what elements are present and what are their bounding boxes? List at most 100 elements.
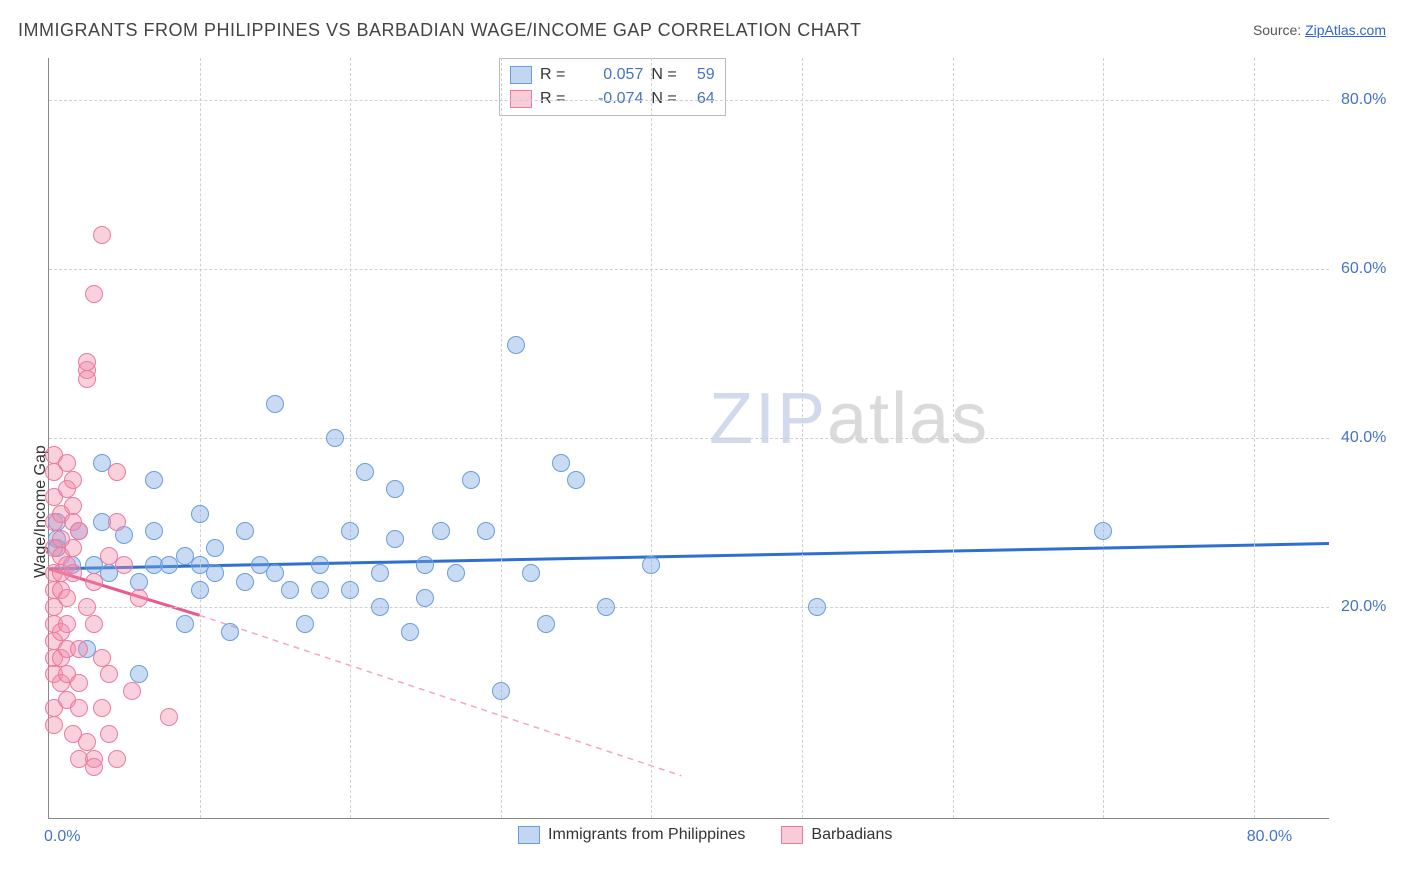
scatter-point-barbadians bbox=[70, 640, 88, 658]
legend-bottom: Immigrants from Philippines Barbadians bbox=[518, 826, 892, 844]
scatter-point-barbadians bbox=[93, 699, 111, 717]
scatter-point-barbadians bbox=[100, 665, 118, 683]
legend-stats-row-1: R = -0.074 N = 64 bbox=[510, 87, 715, 111]
n-label-0: N = bbox=[651, 66, 676, 84]
scatter-point-barbadians bbox=[45, 716, 63, 734]
scatter-point-philippines bbox=[236, 573, 254, 591]
watermark-zip: ZIP bbox=[709, 379, 827, 459]
source-label: Source: bbox=[1253, 22, 1305, 38]
scatter-point-philippines bbox=[447, 564, 465, 582]
scatter-point-philippines bbox=[176, 615, 194, 633]
n-value-1: 64 bbox=[685, 90, 715, 108]
x-end-label: 80.0% bbox=[1247, 828, 1292, 846]
x-origin-label: 0.0% bbox=[44, 828, 80, 846]
gridline-v bbox=[200, 58, 201, 818]
source-link-text[interactable]: ZipAtlas.com bbox=[1305, 22, 1386, 38]
legend-item-barbadians: Barbadians bbox=[781, 826, 892, 844]
scatter-point-philippines bbox=[311, 556, 329, 574]
scatter-point-barbadians bbox=[108, 463, 126, 481]
r-label-1: R = bbox=[540, 90, 565, 108]
source-link[interactable]: Source: ZipAtlas.com bbox=[1253, 22, 1386, 38]
gridline-v bbox=[953, 58, 954, 818]
scatter-point-barbadians bbox=[115, 556, 133, 574]
scatter-point-philippines bbox=[341, 522, 359, 540]
scatter-point-philippines bbox=[191, 581, 209, 599]
scatter-point-philippines bbox=[552, 454, 570, 472]
scatter-point-philippines bbox=[432, 522, 450, 540]
scatter-point-barbadians bbox=[58, 615, 76, 633]
plot-area: ZIPatlas R = 0.057 N = 59 R = -0.074 N =… bbox=[48, 58, 1329, 819]
scatter-point-philippines bbox=[311, 581, 329, 599]
scatter-point-philippines bbox=[356, 463, 374, 481]
r-label-0: R = bbox=[540, 66, 565, 84]
scatter-point-barbadians bbox=[64, 497, 82, 515]
gridline-h bbox=[49, 269, 1329, 270]
scatter-point-philippines bbox=[416, 589, 434, 607]
scatter-point-philippines bbox=[266, 395, 284, 413]
scatter-point-philippines bbox=[522, 564, 540, 582]
scatter-point-barbadians bbox=[64, 471, 82, 489]
scatter-point-philippines bbox=[206, 539, 224, 557]
scatter-point-barbadians bbox=[64, 539, 82, 557]
scatter-point-barbadians bbox=[58, 454, 76, 472]
gridline-h bbox=[49, 607, 1329, 608]
scatter-point-barbadians bbox=[108, 750, 126, 768]
trend-line bbox=[200, 615, 682, 775]
r-value-1: -0.074 bbox=[573, 90, 643, 108]
scatter-point-philippines bbox=[266, 564, 284, 582]
y-tick-label: 20.0% bbox=[1341, 598, 1386, 616]
scatter-point-barbadians bbox=[108, 513, 126, 531]
scatter-point-barbadians bbox=[93, 226, 111, 244]
scatter-point-barbadians bbox=[78, 353, 96, 371]
scatter-point-barbadians bbox=[70, 674, 88, 692]
scatter-point-philippines bbox=[296, 615, 314, 633]
scatter-point-philippines bbox=[808, 598, 826, 616]
gridline-v bbox=[350, 58, 351, 818]
scatter-point-philippines bbox=[416, 556, 434, 574]
legend-swatch-philippines-bottom bbox=[518, 826, 540, 844]
y-tick-label: 60.0% bbox=[1341, 260, 1386, 278]
r-value-0: 0.057 bbox=[573, 66, 643, 84]
watermark-atlas: atlas bbox=[827, 379, 989, 459]
scatter-point-philippines bbox=[281, 581, 299, 599]
scatter-point-barbadians bbox=[85, 285, 103, 303]
gridline-h bbox=[49, 438, 1329, 439]
scatter-point-philippines bbox=[462, 471, 480, 489]
gridline-v bbox=[1103, 58, 1104, 818]
legend-label-philippines: Immigrants from Philippines bbox=[548, 826, 745, 844]
scatter-point-barbadians bbox=[78, 598, 96, 616]
scatter-point-philippines bbox=[191, 505, 209, 523]
y-tick-label: 80.0% bbox=[1341, 91, 1386, 109]
trend-line bbox=[49, 544, 1329, 569]
scatter-point-barbadians bbox=[58, 589, 76, 607]
scatter-point-philippines bbox=[145, 522, 163, 540]
gridline-v bbox=[651, 58, 652, 818]
scatter-point-philippines bbox=[567, 471, 585, 489]
scatter-point-philippines bbox=[386, 480, 404, 498]
chart-title: IMMIGRANTS FROM PHILIPPINES VS BARBADIAN… bbox=[18, 20, 861, 41]
scatter-point-barbadians bbox=[70, 522, 88, 540]
scatter-point-barbadians bbox=[85, 615, 103, 633]
scatter-point-philippines bbox=[236, 522, 254, 540]
scatter-point-philippines bbox=[477, 522, 495, 540]
scatter-point-philippines bbox=[371, 598, 389, 616]
gridline-h bbox=[49, 100, 1329, 101]
y-tick-label: 40.0% bbox=[1341, 429, 1386, 447]
gridline-v bbox=[1254, 58, 1255, 818]
scatter-point-philippines bbox=[221, 623, 239, 641]
scatter-point-philippines bbox=[401, 623, 419, 641]
scatter-point-barbadians bbox=[64, 564, 82, 582]
scatter-point-barbadians bbox=[93, 649, 111, 667]
scatter-point-philippines bbox=[507, 336, 525, 354]
watermark: ZIPatlas bbox=[709, 378, 989, 460]
scatter-point-philippines bbox=[371, 564, 389, 582]
scatter-point-philippines bbox=[597, 598, 615, 616]
scatter-point-philippines bbox=[492, 682, 510, 700]
scatter-point-philippines bbox=[341, 581, 359, 599]
plot-wrap: Wage/Income Gap ZIPatlas R = 0.057 N = 5… bbox=[48, 58, 1386, 848]
scatter-point-philippines bbox=[642, 556, 660, 574]
scatter-point-barbadians bbox=[130, 589, 148, 607]
scatter-point-philippines bbox=[130, 665, 148, 683]
legend-swatch-barbadians bbox=[510, 90, 532, 108]
scatter-point-barbadians bbox=[123, 682, 141, 700]
